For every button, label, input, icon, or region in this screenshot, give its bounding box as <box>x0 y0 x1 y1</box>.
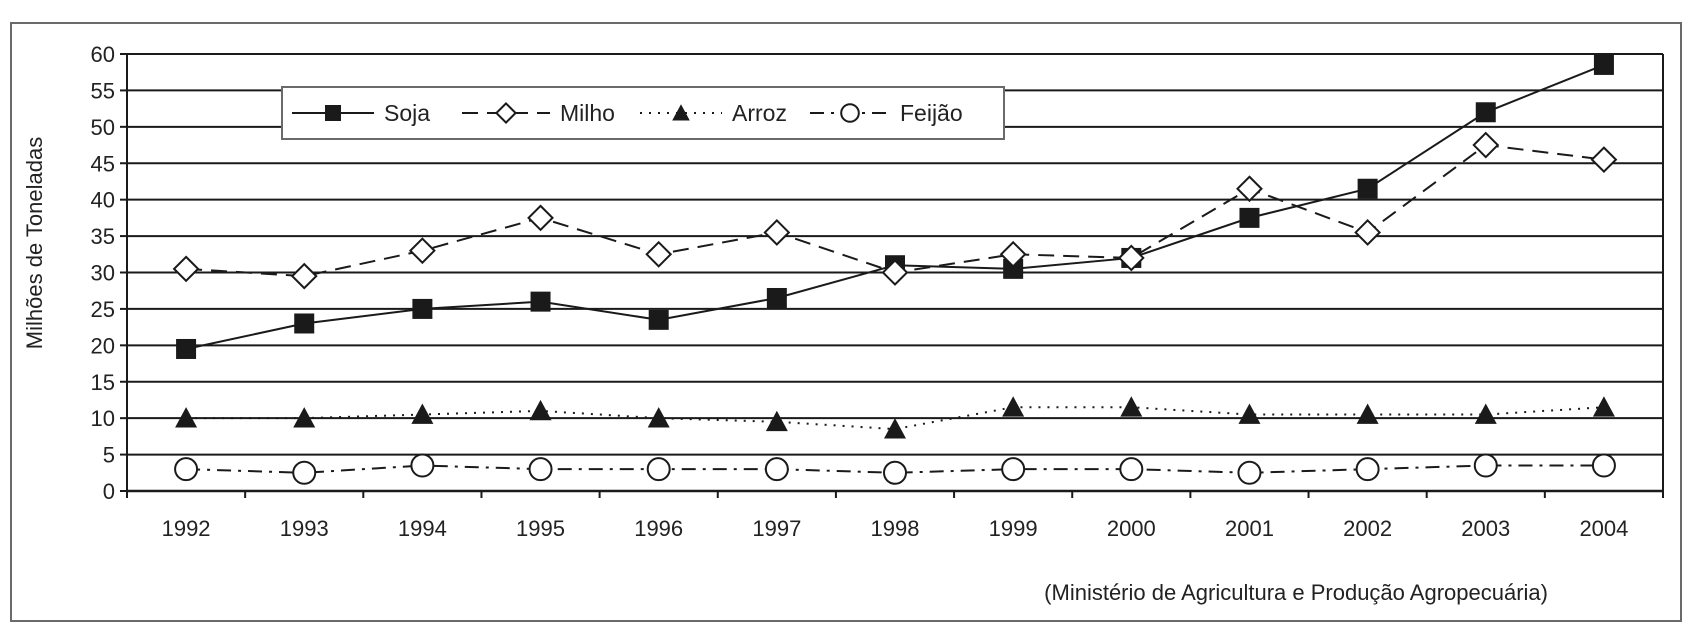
point-arroz <box>765 410 788 432</box>
x-tick-label: 2000 <box>1107 516 1156 541</box>
point-arroz <box>1592 396 1615 417</box>
point-feijao <box>1237 460 1262 485</box>
y-axis-label: Milhões de Toneladas <box>22 137 47 349</box>
point-feijao <box>764 457 789 482</box>
point-arroz <box>884 418 906 439</box>
x-tick-label: 1997 <box>752 516 801 541</box>
x-tick-label: 2003 <box>1461 516 1510 541</box>
point-arroz <box>1238 403 1261 424</box>
point-soja <box>1003 258 1024 279</box>
point-milho <box>1117 244 1145 272</box>
y-tick-label: 5 <box>103 443 115 468</box>
point-soja <box>530 291 551 312</box>
point-milho <box>290 262 318 290</box>
point-feijao <box>1473 453 1498 478</box>
y-tick-label: 55 <box>91 78 115 103</box>
y-tick-label: 60 <box>91 42 115 67</box>
y-tick-label: 0 <box>103 479 115 504</box>
legend-label-arroz: Arroz <box>732 100 787 126</box>
y-axis: 0 5 10 15 20 25 30 35 40 45 50 55 60 <box>91 42 1664 504</box>
point-feijao <box>883 460 907 485</box>
point-soja <box>1239 207 1260 228</box>
point-arroz <box>529 399 552 421</box>
x-tick-label: 2001 <box>1225 516 1274 541</box>
x-tick-label: 1999 <box>989 516 1038 541</box>
point-feijao <box>1001 457 1026 482</box>
legend-label-milho: Milho <box>560 100 615 126</box>
point-milho <box>1590 146 1618 174</box>
point-arroz <box>647 407 670 428</box>
point-arroz <box>1002 396 1025 417</box>
point-milho <box>645 240 673 268</box>
legend-label-feijao: Feijão <box>900 100 963 126</box>
x-tick-label: 1993 <box>280 516 329 541</box>
point-milho <box>1236 175 1263 203</box>
point-feijao <box>1591 453 1616 478</box>
y-tick-label: 45 <box>91 151 115 176</box>
point-arroz <box>1474 403 1497 424</box>
point-soja <box>1357 178 1378 199</box>
point-milho <box>408 237 436 265</box>
legend-marker-arroz <box>672 104 690 121</box>
legend-marker-soja <box>325 105 341 121</box>
y-tick-label: 20 <box>91 333 115 358</box>
point-soja <box>176 338 197 359</box>
y-tick-label: 25 <box>91 297 115 322</box>
y-tick-label: 30 <box>91 261 115 286</box>
x-tick-label: 1995 <box>516 516 565 541</box>
point-soja <box>294 313 315 334</box>
x-tick-label: 1996 <box>634 516 683 541</box>
series-layer <box>172 54 1618 485</box>
x-tick-label: 1992 <box>162 516 211 541</box>
point-soja <box>1475 102 1496 123</box>
point-soja <box>1593 54 1614 75</box>
point-milho <box>999 240 1027 268</box>
point-arroz <box>411 403 434 424</box>
point-feijao <box>528 457 553 482</box>
y-tick-label: 40 <box>91 188 115 213</box>
point-milho <box>172 255 200 283</box>
point-feijao <box>410 453 435 478</box>
point-milho <box>881 259 909 286</box>
point-feijao <box>1119 457 1144 482</box>
point-milho <box>763 219 791 246</box>
legend-marker-milho <box>494 101 518 125</box>
point-arroz <box>175 407 198 428</box>
point-feijao <box>174 457 199 482</box>
y-tick-label: 15 <box>91 370 115 395</box>
point-milho <box>1354 219 1382 246</box>
point-soja <box>766 287 787 308</box>
point-feijao <box>292 460 317 485</box>
source-note: (Ministério de Agricultura e Produção Ag… <box>1044 580 1548 605</box>
legend-label-soja: Soja <box>384 100 430 126</box>
point-soja <box>412 298 433 319</box>
point-arroz <box>1120 396 1143 417</box>
y-tick-label: 35 <box>91 224 115 249</box>
x-tick-label: 2004 <box>1579 516 1628 541</box>
point-arroz <box>1356 403 1379 424</box>
point-feijao <box>646 457 671 482</box>
x-axis: 1992 1993 1994 1995 1996 1997 1998 1999 2000 2001… <box>126 489 1664 541</box>
point-arroz <box>293 407 316 428</box>
x-tick-label: 1994 <box>398 516 447 541</box>
y-tick-label: 10 <box>91 406 115 431</box>
point-feijao <box>1355 457 1380 482</box>
legend: Soja Milho Arroz Feijão <box>281 86 1005 140</box>
point-milho <box>1472 131 1500 159</box>
legend-marker-feijao <box>840 103 860 123</box>
x-tick-label: 2002 <box>1343 516 1392 541</box>
point-milho <box>527 204 554 232</box>
x-tick-label: 1998 <box>871 516 920 541</box>
y-tick-label: 50 <box>91 115 115 140</box>
point-soja <box>648 309 669 330</box>
